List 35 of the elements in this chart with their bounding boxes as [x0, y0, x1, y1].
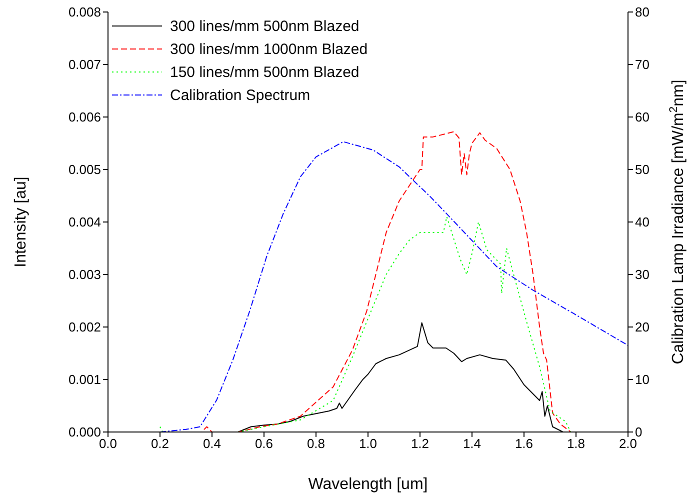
y-tick-label: 0.006 — [68, 110, 101, 125]
y-tick-label: 0.005 — [68, 162, 101, 178]
y2-tick-label: 10 — [635, 372, 650, 388]
y2-tick-label: 30 — [635, 267, 650, 282]
legend-label: 300 lines/mm 500nm Blazed — [170, 18, 360, 35]
x-tick-label: 1.0 — [358, 436, 378, 452]
y2-tick-label: 70 — [635, 57, 650, 72]
x-axis-title: Wavelength [um] — [308, 476, 428, 493]
y2-tick-label: 50 — [635, 162, 650, 178]
y2-tick-label: 40 — [635, 214, 650, 230]
y2-tick-label: 20 — [635, 320, 650, 335]
y2-tick-label: 80 — [635, 4, 650, 20]
x-tick-label: 0.0 — [98, 436, 118, 452]
legend-label: Calibration Spectrum — [170, 87, 310, 104]
y2-tick-label: 0 — [635, 424, 642, 440]
x-tick-label: 1.6 — [514, 436, 534, 452]
legend-label: 150 lines/mm 500nm Blazed — [170, 64, 360, 81]
x-tick-label: 1.2 — [410, 436, 430, 452]
y-tick-label: 0.007 — [68, 57, 101, 72]
legend-label: 300 lines/mm 1000nm Blazed — [170, 41, 368, 58]
y-tick-label: 0.008 — [68, 4, 101, 20]
x-tick-label: 1.8 — [566, 436, 586, 452]
x-tick-label: 0.8 — [306, 436, 326, 452]
x-tick-label: 0.4 — [202, 436, 222, 452]
x-tick-label: 0.2 — [150, 436, 170, 452]
x-tick-label: 0.6 — [254, 436, 274, 452]
y-tick-label: 0.003 — [68, 267, 101, 282]
y-tick-label: 0.002 — [68, 320, 101, 335]
y-tick-label: 0.000 — [68, 424, 101, 440]
x-tick-label: 2.0 — [618, 436, 638, 452]
y2-tick-label: 60 — [635, 110, 650, 125]
y-tick-label: 0.001 — [68, 372, 101, 388]
y-axis-title: Intensity [au] — [12, 176, 30, 268]
y-tick-label: 0.004 — [68, 214, 101, 230]
x-tick-label: 1.4 — [462, 436, 482, 452]
